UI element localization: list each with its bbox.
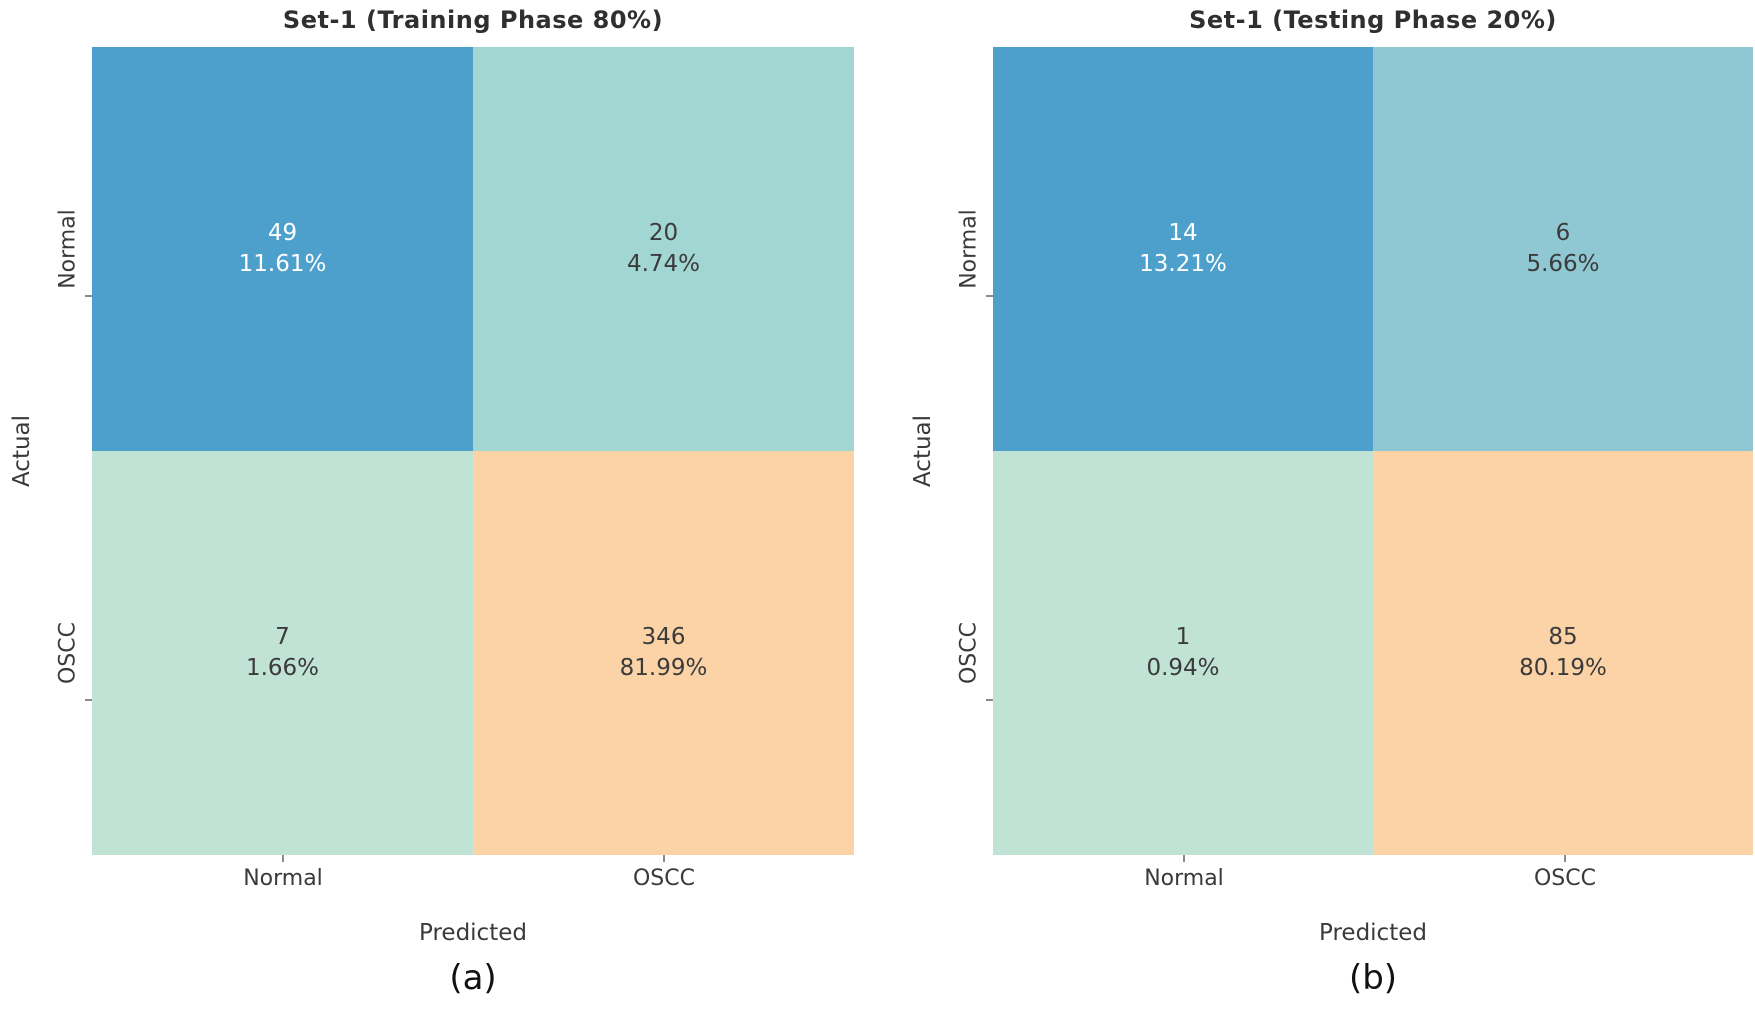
y-tick-oscc: OSCC <box>55 621 81 685</box>
y-tick-mark <box>986 295 993 297</box>
x-tick-normal: Normal <box>243 866 323 891</box>
heatmap-grid: 14 13.21% 6 5.66% 1 0.94% 85 80.19% <box>993 47 1753 855</box>
heatmap-plot: 14 13.21% 6 5.66% 1 0.94% 85 80.19% <box>986 47 1753 862</box>
x-tick-mark <box>282 855 284 862</box>
cell-percent: 4.74% <box>626 251 701 277</box>
cell-count: 20 <box>648 219 679 246</box>
x-tick-mark <box>1183 855 1185 862</box>
y-axis-label: Actual <box>910 414 936 488</box>
y-tick-mark <box>986 699 993 701</box>
panel-caption: (b) <box>1348 958 1398 998</box>
cell-count: 7 <box>275 623 290 650</box>
cell-actual-normal-pred-oscc: 6 5.66% <box>1373 47 1753 451</box>
cell-count: 85 <box>1548 623 1578 650</box>
cell-count: 1 <box>1175 623 1191 650</box>
x-tick-mark <box>1564 855 1566 862</box>
cell-count: 6 <box>1555 219 1571 246</box>
cell-count: 14 <box>1168 219 1198 246</box>
panel-title: Set-1 (Testing Phase 20%) <box>1189 6 1557 34</box>
x-axis-label: Predicted <box>419 920 527 946</box>
cell-percent: 13.21% <box>1139 251 1227 277</box>
x-tick-normal: Normal <box>1144 866 1224 891</box>
cell-actual-oscc-pred-oscc: 85 80.19% <box>1373 451 1753 855</box>
y-tick-oscc: OSCC <box>956 621 982 685</box>
cell-percent: 5.66% <box>1526 251 1600 277</box>
cell-percent: 81.99% <box>619 655 708 681</box>
y-tick-mark <box>85 699 92 701</box>
y-axis-label: Actual <box>9 414 35 488</box>
cell-count: 49 <box>267 219 298 246</box>
cell-actual-normal-pred-oscc: 20 4.74% <box>473 47 854 451</box>
heatmap-plot: 49 11.61% 20 4.74% 7 1.66% 346 81.99% <box>85 47 854 862</box>
panel-title: Set-1 (Training Phase 80%) <box>282 6 664 34</box>
x-tick-mark <box>663 855 665 862</box>
panel-training: Set-1 (Training Phase 80%) Actual Normal… <box>9 6 854 998</box>
cell-actual-oscc-pred-normal: 7 1.66% <box>92 451 473 855</box>
cell-percent: 11.61% <box>238 251 327 277</box>
heatmap-grid: 49 11.61% 20 4.74% 7 1.66% 346 81.99% <box>92 47 854 855</box>
cell-count: 346 <box>641 623 686 650</box>
cell-actual-oscc-pred-normal: 1 0.94% <box>993 451 1373 855</box>
x-tick-oscc: OSCC <box>1533 866 1596 891</box>
y-tick-normal: Normal <box>55 209 81 289</box>
cell-actual-normal-pred-normal: 14 13.21% <box>993 47 1373 451</box>
y-tick-mark <box>85 295 92 297</box>
x-axis-label: Predicted <box>1319 920 1427 946</box>
cell-actual-normal-pred-normal: 49 11.61% <box>92 47 473 451</box>
cell-percent: 80.19% <box>1519 655 1607 681</box>
panel-testing: Set-1 (Testing Phase 20%) Actual Normal … <box>878 0 1755 1013</box>
cell-percent: 1.66% <box>245 655 320 681</box>
panel-caption: (a) <box>449 958 497 998</box>
x-tick-oscc: OSCC <box>632 866 695 891</box>
cell-percent: 0.94% <box>1146 655 1220 681</box>
cell-actual-oscc-pred-oscc: 346 81.99% <box>473 451 854 855</box>
y-tick-normal: Normal <box>956 209 982 289</box>
